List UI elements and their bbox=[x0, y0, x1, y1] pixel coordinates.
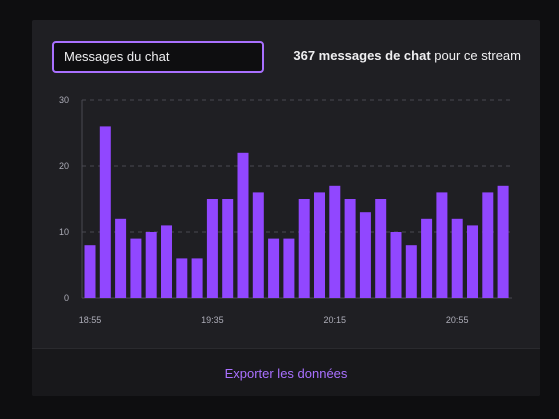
chart-bar bbox=[298, 199, 310, 298]
chart-bar bbox=[405, 245, 417, 298]
y-tick-label: 0 bbox=[64, 293, 69, 303]
x-tick-label: 20:15 bbox=[324, 315, 347, 325]
chart-bar bbox=[191, 258, 203, 298]
chat-stats-card: 0 10 20 30 18:55 19:35 20:15 20:55 Messages du … bbox=[32, 20, 540, 396]
chart-bar bbox=[252, 192, 264, 298]
chart-bar bbox=[115, 218, 127, 298]
chart-bar bbox=[314, 192, 325, 298]
card-body: 0 10 20 30 18:55 19:35 20:15 20:55 Messages du … bbox=[32, 20, 540, 348]
message-count: 367 messages de chat bbox=[293, 48, 431, 63]
chart-bar bbox=[268, 238, 280, 298]
chart-bar bbox=[84, 245, 96, 298]
message-summary: 367 messages de chat pour ce stream bbox=[293, 48, 521, 63]
chart-bar bbox=[176, 258, 188, 298]
chart-bar bbox=[421, 218, 433, 298]
chart-bar bbox=[206, 199, 218, 298]
chart-bar bbox=[451, 218, 463, 298]
y-tick-label: 20 bbox=[59, 161, 69, 171]
chart-bar bbox=[222, 199, 234, 298]
y-tick-label: 10 bbox=[59, 227, 69, 237]
chart-bar bbox=[145, 232, 157, 298]
card-footer: Exporter les données bbox=[32, 348, 540, 396]
chart-bar bbox=[344, 199, 356, 298]
metric-select[interactable]: Messages du chat bbox=[52, 41, 264, 73]
metric-select-value: Messages du chat bbox=[64, 49, 170, 64]
y-tick-label: 30 bbox=[59, 95, 69, 105]
message-summary-suffix: pour ce stream bbox=[430, 48, 521, 63]
chart-bar bbox=[99, 126, 111, 299]
chart-bar bbox=[467, 225, 478, 298]
chart-bar bbox=[329, 185, 341, 298]
chart-bar bbox=[436, 192, 448, 298]
x-tick-label: 20:55 bbox=[446, 315, 469, 325]
chart-bar bbox=[130, 238, 142, 298]
x-tick-label: 18:55 bbox=[79, 315, 102, 325]
chart-bar bbox=[283, 238, 295, 298]
chart-bar bbox=[497, 185, 509, 298]
chart-bar bbox=[237, 152, 249, 298]
chart-bar bbox=[375, 199, 387, 298]
chat-messages-chart: 0 10 20 30 18:55 19:35 20:15 20:55 bbox=[59, 95, 512, 325]
export-data-link[interactable]: Exporter les données bbox=[224, 365, 348, 381]
chart-bar bbox=[359, 212, 371, 298]
chart-bar bbox=[482, 192, 494, 298]
x-tick-label: 19:35 bbox=[201, 315, 224, 325]
chart-bar bbox=[161, 225, 172, 298]
chart-bar bbox=[390, 232, 402, 298]
